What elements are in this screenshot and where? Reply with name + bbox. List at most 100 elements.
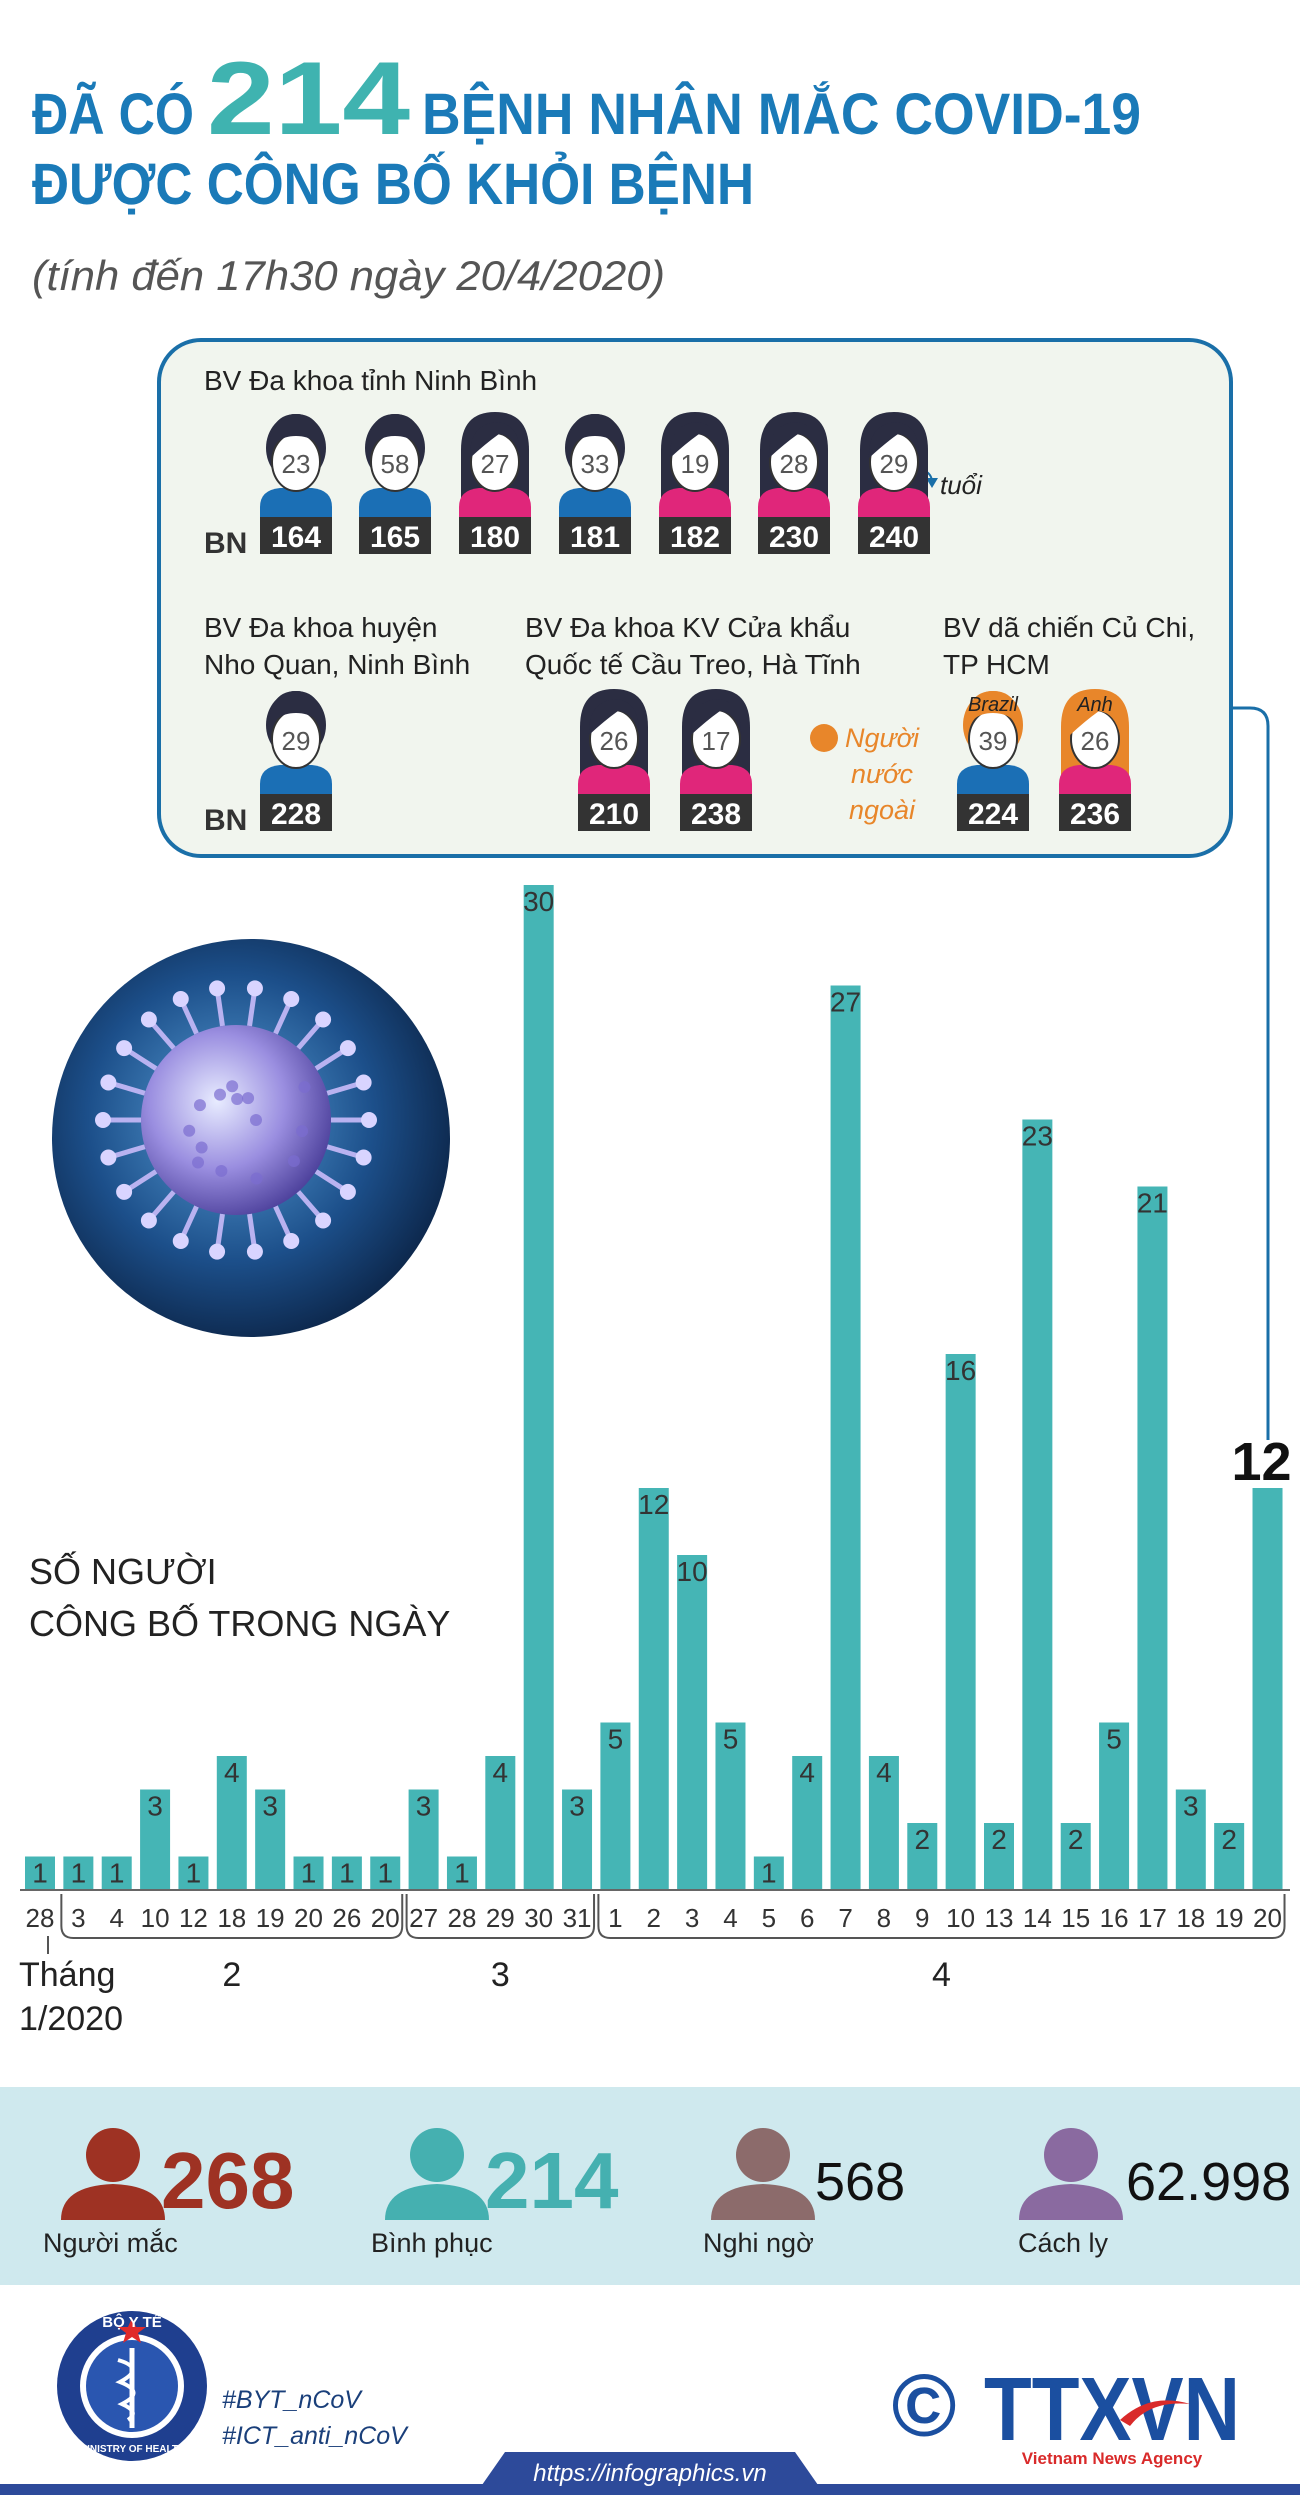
- virus-spike-tip: [355, 1149, 372, 1166]
- id-box: [758, 517, 830, 554]
- patient-age: 27: [481, 449, 510, 479]
- patient-age: 26: [1081, 726, 1110, 756]
- bar: [1060, 1823, 1091, 1890]
- stat-number: 268: [161, 2136, 294, 2225]
- hospital-name: BV Đa khoa tỉnh Ninh Bình: [204, 365, 537, 396]
- logo-star: [118, 2318, 146, 2343]
- patient-id: 164: [271, 521, 321, 554]
- x-tick-label: 4: [723, 1903, 737, 1933]
- shirt: [578, 765, 650, 794]
- stat-icon-body: [711, 2184, 815, 2220]
- bar: [293, 1856, 324, 1890]
- virus-spike-tip: [100, 1074, 117, 1091]
- bangs: [1069, 699, 1121, 735]
- shirt: [957, 765, 1029, 794]
- patient-id: 236: [1070, 798, 1120, 831]
- bar: [446, 1856, 477, 1890]
- value-label: 4: [224, 1757, 240, 1788]
- virus-spike-tip: [355, 1074, 372, 1091]
- shirt: [459, 488, 531, 517]
- virus-dot: [195, 1141, 208, 1154]
- bar: [523, 885, 554, 1890]
- hair-top: [268, 691, 324, 737]
- shirt: [680, 765, 752, 794]
- patient-nationality: Brazil: [968, 694, 1019, 716]
- patient-id: 238: [691, 798, 741, 831]
- bangs: [868, 422, 920, 458]
- month-label: 1/2020: [19, 2000, 123, 2038]
- virus-dot: [298, 1080, 311, 1093]
- age-unit: tuổi: [940, 470, 983, 500]
- stat-icon-body: [1019, 2184, 1123, 2220]
- shirt: [359, 488, 431, 517]
- x-tick-label: 26: [332, 1903, 361, 1933]
- value-label: 1: [32, 1858, 48, 1889]
- value-label: 3: [262, 1791, 278, 1822]
- value-label: 23: [1022, 1121, 1053, 1152]
- month-bracket: [597, 1894, 1286, 1939]
- shirt: [858, 488, 930, 517]
- bar: [63, 1856, 94, 1890]
- x-tick-label: 13: [985, 1903, 1014, 1933]
- connector-line: [1231, 706, 1270, 1440]
- title-line2: ĐƯỢC CÔNG BỐ KHỎI BỆNH: [32, 152, 754, 217]
- x-tick-label: 8: [877, 1903, 891, 1933]
- value-label: 2: [1221, 1824, 1237, 1855]
- id-box: [957, 794, 1029, 831]
- ministry-name-en: MINISTRY OF HEALTH: [79, 2444, 185, 2455]
- value-label: 2: [914, 1824, 930, 1855]
- x-tick-label: 15: [1061, 1903, 1090, 1933]
- x-tick-label: 17: [1138, 1903, 1167, 1933]
- x-tick-label: 10: [946, 1903, 975, 1933]
- x-tick-label: 31: [563, 1903, 592, 1933]
- x-tick-label: 30: [524, 1903, 553, 1933]
- value-label: 3: [147, 1791, 163, 1822]
- virus-illustration: [52, 939, 450, 1337]
- x-tick-label: 2: [647, 1903, 661, 1933]
- virus-spike-tip: [209, 980, 226, 997]
- x-tick-label: 3: [685, 1903, 699, 1933]
- patient-age: 58: [381, 449, 410, 479]
- patient-age: 39: [979, 726, 1008, 756]
- url-tab: [475, 2452, 825, 2495]
- id-box: [359, 517, 431, 554]
- foreign-legend-dot: [810, 724, 838, 752]
- title-number: 214: [207, 41, 410, 157]
- month-label: 4: [932, 1956, 951, 1994]
- chart-title: SỐ NGƯỜI: [29, 1550, 217, 1592]
- stat-number: 214: [485, 2136, 619, 2225]
- value-label: 27: [830, 987, 861, 1018]
- bangs: [768, 422, 820, 458]
- foreign-legend: Người: [845, 723, 920, 753]
- patient-age: 29: [282, 726, 311, 756]
- bar: [677, 1555, 708, 1890]
- x-tick-label: 18: [217, 1903, 246, 1933]
- bar: [562, 1789, 593, 1890]
- x-tick-label: 28: [447, 1903, 476, 1933]
- value-label: 3: [569, 1791, 585, 1822]
- hospital-name: Nho Quan, Ninh Bình: [204, 649, 470, 680]
- copyright: ©: [892, 2356, 957, 2455]
- patient-age: 33: [581, 449, 610, 479]
- month-label: Tháng: [19, 1956, 115, 1994]
- value-label: 12: [1231, 1432, 1291, 1492]
- value-label: 4: [876, 1757, 892, 1788]
- patient-id: 180: [470, 521, 520, 554]
- bar: [830, 985, 861, 1890]
- virus-spike-tip: [283, 1232, 300, 1249]
- bar: [178, 1856, 209, 1890]
- agency-name-en: Vietnam News Agency: [1022, 2449, 1203, 2468]
- stat-icon-body: [61, 2184, 165, 2220]
- hair-top: [965, 691, 1021, 737]
- stat-label: Cách ly: [1018, 2228, 1109, 2258]
- stat-icon-head: [410, 2128, 464, 2182]
- virus-dot: [192, 1156, 205, 1169]
- month-label: 2: [222, 1956, 241, 1994]
- stat-icon-body: [385, 2184, 489, 2220]
- x-tick-label: 19: [256, 1903, 285, 1933]
- ministry-name: BỘ Y TẾ: [102, 2313, 161, 2331]
- value-label: 1: [339, 1858, 355, 1889]
- id-box: [260, 794, 332, 831]
- value-label: 1: [109, 1858, 125, 1889]
- virus-spike-tip: [95, 1112, 111, 1128]
